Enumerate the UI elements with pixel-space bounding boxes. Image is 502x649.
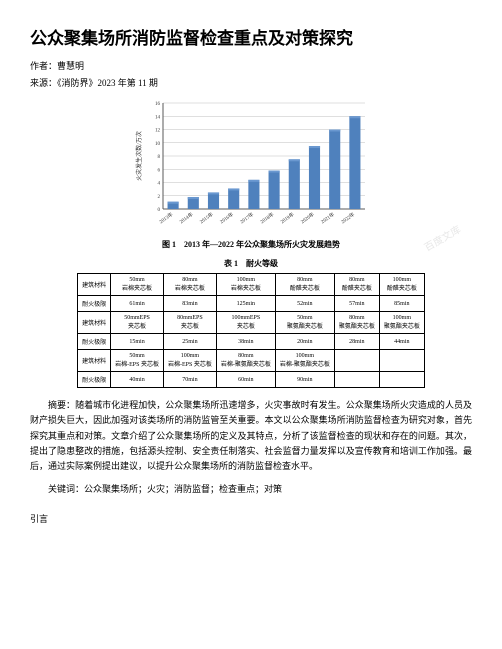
svg-text:2020年: 2020年: [299, 211, 315, 225]
table-cell: 57min: [334, 296, 379, 312]
table-cell: 建筑材料: [78, 350, 111, 372]
svg-text:14: 14: [155, 115, 161, 120]
chart-caption: 图 1 2013 年—2022 年公众聚集场所火灾发展趋势: [131, 239, 371, 250]
section-intro: 引言: [30, 512, 472, 525]
table-cell: 90min: [275, 372, 334, 388]
table-cell: 52min: [275, 296, 334, 312]
keywords: 关键词：公众聚集场所；火灾；消防监督；检查重点；对策: [30, 482, 472, 497]
table-cell: 100mm酚醛夹芯板: [379, 274, 424, 296]
table-cell: 38min: [216, 334, 275, 350]
table-cell: 70min: [163, 372, 216, 388]
chart-svg: 0 2 4 6 8 10 12 14 16 2013年 2014年 2015年 2016年 2017年 20…: [131, 97, 371, 237]
table-cell: [334, 372, 379, 388]
table-cell: 100mm岩棉-聚氨酯夹芯板: [275, 350, 334, 372]
table-cell: 61min: [111, 296, 164, 312]
table-row: 耐火极限61min83min125min52min57min85min: [78, 296, 425, 312]
svg-text:2014年: 2014年: [178, 211, 194, 225]
svg-text:12: 12: [155, 129, 161, 134]
table-cell: 80mm酚醛夹芯板: [334, 274, 379, 296]
svg-text:2016年: 2016年: [219, 211, 235, 225]
table-row: 耐火极限15min25min38min20min28min44min: [78, 334, 425, 350]
author-line: 作者：曹慧明: [30, 59, 472, 72]
table-cell: [379, 350, 424, 372]
data-table: 建筑材料50mm岩棉夹芯板80mm岩棉夹芯板100mm岩棉夹芯板80mm酚醛夹芯…: [77, 273, 425, 388]
table-cell: 建筑材料: [78, 312, 111, 334]
source-line: 来源：《消防界》2023 年第 11 期: [30, 76, 472, 89]
svg-text:6: 6: [158, 168, 161, 173]
svg-text:0: 0: [158, 208, 161, 213]
table-row: 耐火极限40min70min60min90min: [78, 372, 425, 388]
table-cell: 44min: [379, 334, 424, 350]
table-cell: 80mm岩棉-聚氨酯夹芯板: [216, 350, 275, 372]
svg-text:16: 16: [155, 102, 161, 107]
table-cell: 25min: [163, 334, 216, 350]
table-cell: 80mmEPS夹芯板: [163, 312, 216, 334]
author-label: 作者：: [30, 61, 57, 71]
svg-text:火灾发生次数/万次: 火灾发生次数/万次: [135, 131, 143, 181]
svg-text:2021年: 2021年: [320, 211, 336, 225]
bar-chart: 0 2 4 6 8 10 12 14 16 2013年 2014年 2015年 2016年 2017年 20…: [131, 97, 371, 250]
source-value: 《消防界》2023 年第 11 期: [57, 78, 158, 88]
table-cell: 80mm酚醛夹芯板: [275, 274, 334, 296]
svg-text:2015年: 2015年: [198, 211, 214, 225]
table-cell: 60min: [216, 372, 275, 388]
table-row: 建筑材料50mm岩棉夹芯板80mm岩棉夹芯板100mm岩棉夹芯板80mm酚醛夹芯…: [78, 274, 425, 296]
table-cell: 80mm岩棉夹芯板: [163, 274, 216, 296]
table-row: 建筑材料50mmEPS夹芯板80mmEPS夹芯板100mmEPS夹芯板50mm聚…: [78, 312, 425, 334]
table-cell: 15min: [111, 334, 164, 350]
table-cell: [379, 372, 424, 388]
page-title: 公众聚集场所消防监督检查重点及对策探究: [30, 24, 472, 49]
svg-text:4: 4: [158, 182, 161, 187]
svg-text:10: 10: [155, 142, 161, 147]
svg-text:2018年: 2018年: [259, 211, 275, 225]
svg-text:2019年: 2019年: [279, 211, 295, 225]
table-cell: 80mm聚氨酯夹芯板: [334, 312, 379, 334]
table-cell: 耐火极限: [78, 296, 111, 312]
table-cell: [334, 350, 379, 372]
table-cell: 50mm聚氨酯夹芯板: [275, 312, 334, 334]
table-cell: 100mmEPS夹芯板: [216, 312, 275, 334]
svg-text:2017年: 2017年: [239, 211, 255, 225]
watermark: 百度文库: [421, 221, 463, 254]
author-value: 曹慧明: [57, 61, 84, 71]
svg-text:2: 2: [158, 195, 161, 200]
source-label: 来源：: [30, 78, 57, 88]
svg-text:2013年: 2013年: [158, 211, 174, 225]
table-cell: 耐火极限: [78, 372, 111, 388]
svg-text:2022年: 2022年: [340, 211, 356, 225]
table-cell: 100mm聚氨酯夹芯板: [379, 312, 424, 334]
table-cell: 50mm岩棉-EPS 夹芯板: [111, 350, 164, 372]
table-cell: 20min: [275, 334, 334, 350]
table-row: 建筑材料50mm岩棉-EPS 夹芯板100mm岩棉-EPS 夹芯板80mm岩棉-…: [78, 350, 425, 372]
table-cell: 建筑材料: [78, 274, 111, 296]
table-cell: 85min: [379, 296, 424, 312]
table-wrap: 建筑材料50mm岩棉夹芯板80mm岩棉夹芯板100mm岩棉夹芯板80mm酚醛夹芯…: [30, 273, 472, 388]
table-cell: 28min: [334, 334, 379, 350]
svg-text:8: 8: [158, 155, 161, 160]
table-cell: 100mm岩棉夹芯板: [216, 274, 275, 296]
table-cell: 50mm岩棉夹芯板: [111, 274, 164, 296]
table-caption: 表 1 耐火等级: [30, 258, 472, 269]
abstract: 摘要：随着城市化进程加快，公众聚集场所迅速增多，火灾事故时有发生。公众聚集场所火…: [30, 398, 472, 474]
table-cell: 125min: [216, 296, 275, 312]
table-cell: 83min: [163, 296, 216, 312]
table-cell: 耐火极限: [78, 334, 111, 350]
table-cell: 100mm岩棉-EPS 夹芯板: [163, 350, 216, 372]
table-cell: 50mmEPS夹芯板: [111, 312, 164, 334]
table-cell: 40min: [111, 372, 164, 388]
